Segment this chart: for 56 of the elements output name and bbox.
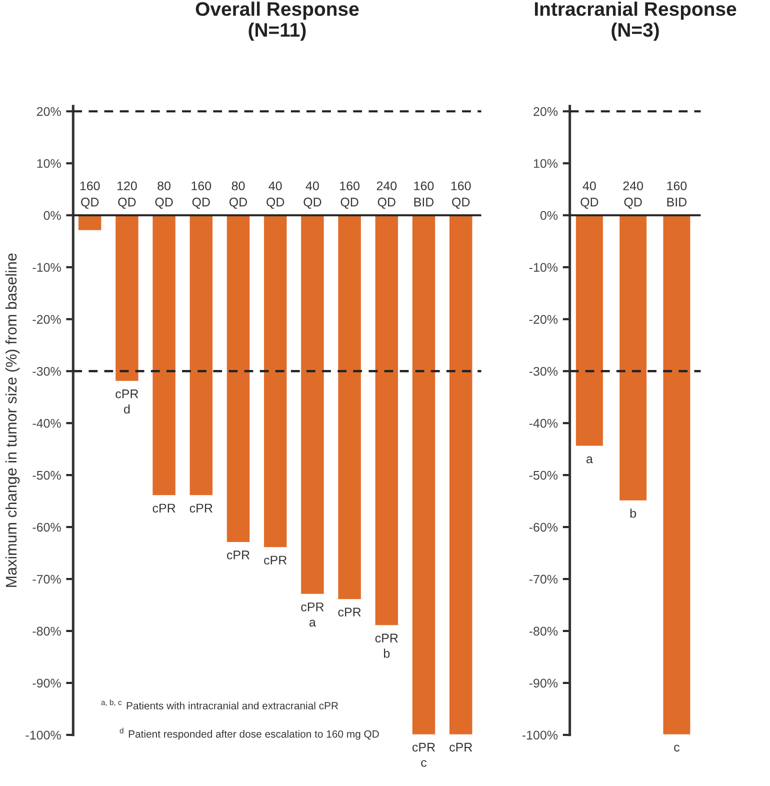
x-tick-label: 120 QD [117,181,137,209]
y-tick-label: 20% [36,107,61,116]
x-tick-label: 240 QD [623,181,644,209]
y-tick-label: -10% [32,263,61,272]
y-tick-label: 0% [44,211,61,220]
x-tick-label: 160 BID [667,181,687,206]
chart-title: Intracranial Response (N=3) [534,2,736,41]
y-tick-label: -30% [529,366,558,376]
y-tick-label: 10% [534,159,558,168]
y-tick-label: -80% [529,626,558,636]
x-tick-label: 160 QD [80,181,100,209]
x-tick-label: 160 QD [192,181,212,209]
y-tick-label: -90% [529,678,558,688]
data-label: cPR b [375,634,398,658]
y-tick-label: -50% [32,470,61,480]
y-axis-title: Maximum change in tumor size (%) from baseline [5,253,20,587]
data-label: cPR c [412,742,435,767]
x-tick-label: 40 QD [304,181,322,209]
y-tick-label: -70% [529,574,558,584]
data-label: cPR [226,550,250,560]
y-tick-label: -60% [529,522,558,532]
data-label: cPR d [116,390,138,414]
data-label: c [674,744,680,752]
y-tick-label: -30% [32,366,61,376]
y-tick-label: -10% [529,263,558,272]
y-tick-label: -90% [32,678,61,688]
data-label: cPR a [301,602,324,627]
x-tick-label: 160 QD [451,181,471,209]
y-tick-label: -20% [32,314,61,324]
y-tick-label: 10% [37,159,61,168]
x-tick-label: 40 QD [580,181,598,209]
y-tick-label: -100% [26,730,61,740]
y-tick-label: -70% [32,574,61,584]
y-tick-label: -80% [32,626,61,636]
y-tick-label: -20% [529,314,558,324]
chart-title: Overall Response (N=11) [196,2,359,41]
y-tick-label: 0% [540,211,558,220]
y-tick-label: -40% [529,418,558,428]
x-tick-label: 80 QD [155,181,173,209]
x-tick-label: 40 QD [266,181,284,209]
x-tick-label: 160 QD [340,181,360,209]
data-label: cPR [338,608,361,617]
y-tick-label: -50% [529,470,558,480]
data-label: cPR [152,504,176,513]
x-tick-label: 160 BID [414,181,434,206]
y-tick-label: -100% [522,730,558,740]
data-label: a [586,456,593,464]
x-tick-label: 80 QD [229,181,248,209]
y-tick-label: 20% [534,107,558,116]
x-tick-label: 240 QD [376,181,397,209]
data-label: cPR [450,742,472,752]
data-label: cPR [190,504,212,513]
y-tick-label: -60% [32,522,61,532]
data-label: cPR [264,556,287,565]
data-label: b [630,508,636,518]
y-tick-label: -40% [32,418,61,428]
